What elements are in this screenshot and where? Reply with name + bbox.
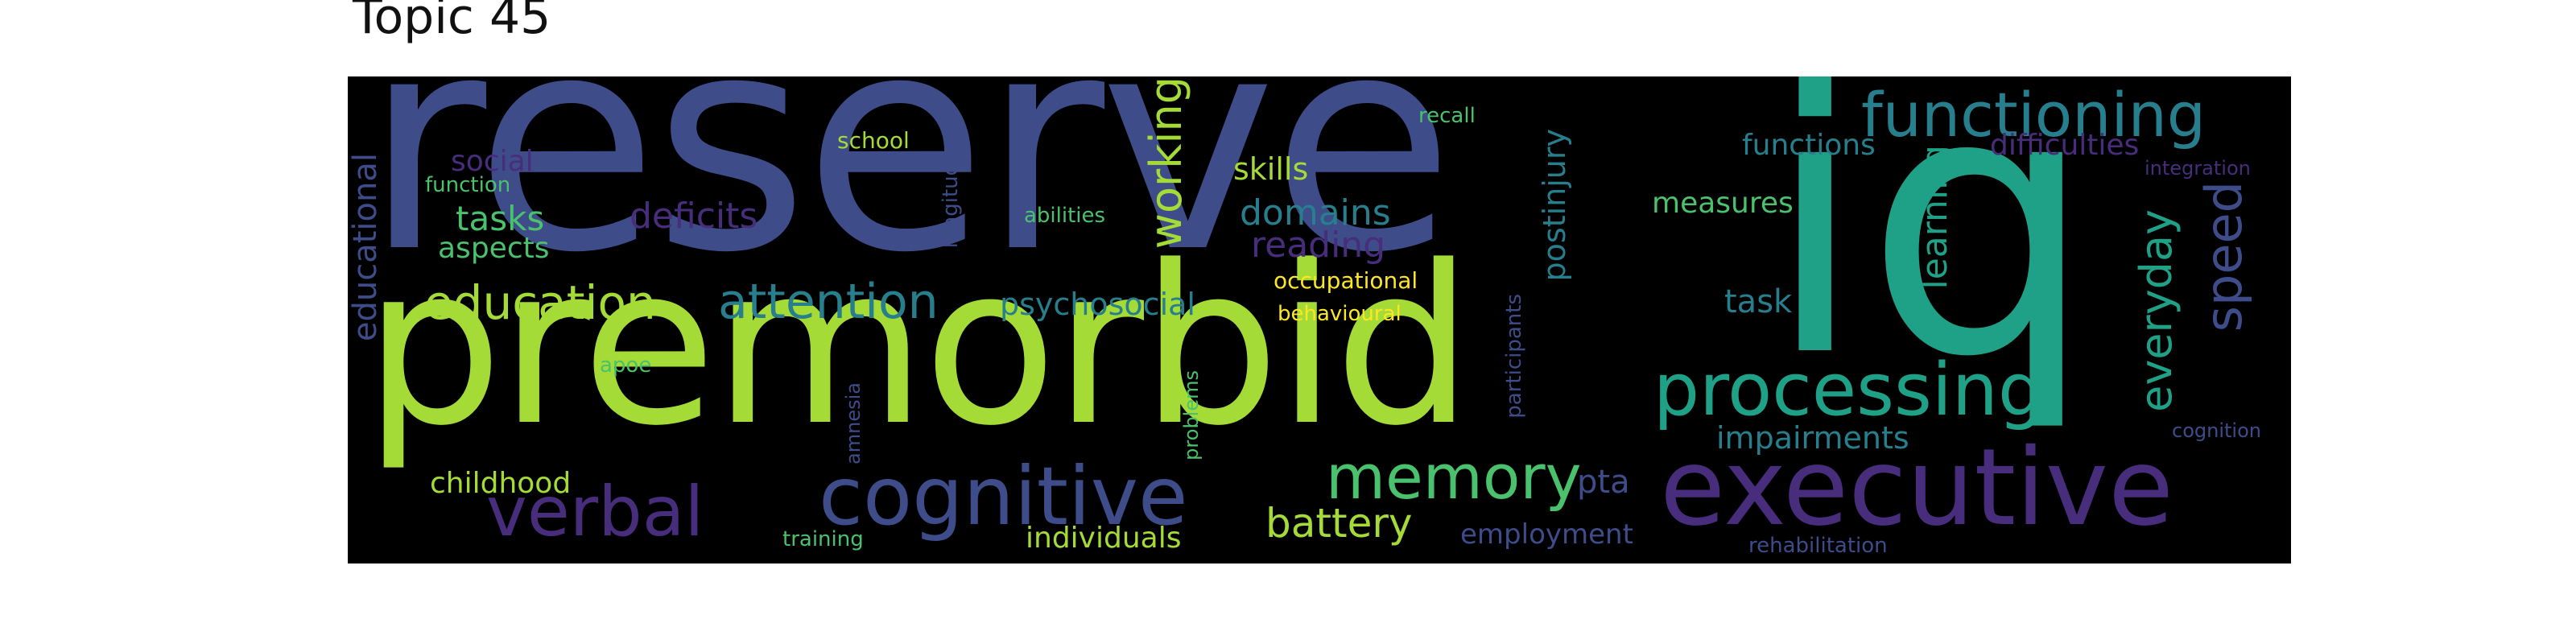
word-memory: memory xyxy=(1326,441,1582,513)
word-cloud: reserve iq premorbid executive cognitive… xyxy=(348,76,2291,564)
word-function: function xyxy=(425,173,511,197)
word-occupational: occupational xyxy=(1274,267,1418,294)
word-participants: participants xyxy=(1502,294,1526,419)
word-verbal: verbal xyxy=(486,472,704,552)
word-behavioural: behavioural xyxy=(1278,302,1402,326)
word-psychosocial: psychosocial xyxy=(1000,287,1195,322)
word-domains: domains xyxy=(1240,192,1391,233)
word-reading: reading xyxy=(1251,225,1386,266)
word-cognition: cognition xyxy=(2172,419,2261,442)
word-amnesia: amnesia xyxy=(842,382,865,464)
word-training: training xyxy=(782,527,864,551)
word-pta: pta xyxy=(1577,464,1630,501)
word-attention: attention xyxy=(718,274,939,330)
word-difficulties: difficulties xyxy=(1990,129,2140,162)
word-integration: integration xyxy=(2145,157,2251,180)
word-school: school xyxy=(837,127,910,154)
word-aspects: aspects xyxy=(438,232,550,265)
word-learning: learning xyxy=(1914,145,1955,290)
word-abilities: abilities xyxy=(1024,204,1106,228)
word-education: education xyxy=(424,275,656,330)
word-problems: problems xyxy=(1180,370,1203,460)
word-childhood: childhood xyxy=(430,467,572,500)
word-employment: employment xyxy=(1460,518,1633,551)
word-cognitive: cognitive xyxy=(819,449,1188,543)
word-skills: skills xyxy=(1233,151,1309,187)
word-social: social xyxy=(451,145,534,178)
word-executive: executive xyxy=(1660,426,2174,550)
word-educational: educational xyxy=(348,153,384,342)
word-deficits: deficits xyxy=(630,196,758,237)
word-functioning: functioning xyxy=(1861,79,2206,151)
word-individuals: individuals xyxy=(1026,522,1182,555)
word-tasks: tasks xyxy=(456,199,545,238)
word-processing: processing xyxy=(1653,348,2045,432)
word-task: task xyxy=(1724,283,1793,320)
word-premorbid: premorbid xyxy=(364,220,1473,474)
word-speed: speed xyxy=(2194,181,2253,332)
word-working: working xyxy=(1141,76,1191,250)
word-rehabilitation: rehabilitation xyxy=(1748,534,1888,558)
word-measures: measures xyxy=(1652,187,1794,220)
word-recall: recall xyxy=(1418,104,1476,128)
word-functions: functions xyxy=(1742,129,1876,162)
word-impairments: impairments xyxy=(1716,420,1909,456)
word-everyday: everyday xyxy=(2131,209,2182,412)
word-apoe: apoe xyxy=(600,353,652,378)
word-battery: battery xyxy=(1265,500,1413,547)
word-reserve: reserve xyxy=(364,76,1455,318)
page-title: Topic 45 xyxy=(353,0,551,45)
word-iq: iq xyxy=(1765,76,2095,436)
word-longitudinal: longitudinal xyxy=(939,125,963,249)
word-postinjury: postinjury xyxy=(1537,129,1572,282)
